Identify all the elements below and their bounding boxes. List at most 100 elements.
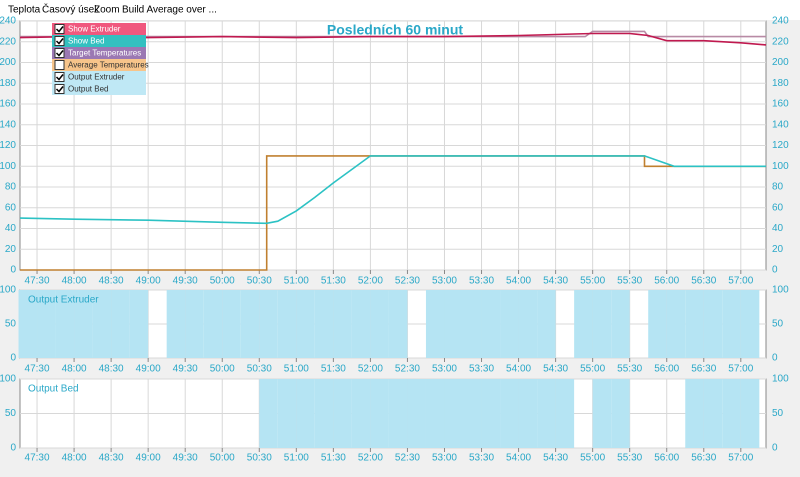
output-bar bbox=[537, 379, 556, 448]
x-tick-label: 55:00 bbox=[580, 364, 605, 375]
legend-item-bg bbox=[52, 35, 146, 47]
y-tick-label-right: 180 bbox=[772, 78, 789, 89]
x-tick-label: 53:00 bbox=[432, 364, 457, 375]
output-bar bbox=[481, 379, 501, 448]
checkmark bbox=[55, 86, 64, 93]
y-tick-label-right: 240 bbox=[772, 16, 789, 27]
y-tick-label-right: 0 bbox=[772, 265, 778, 276]
y-tick-label-right: 0 bbox=[772, 443, 778, 454]
output-bar bbox=[685, 379, 704, 448]
output-bar bbox=[74, 290, 93, 358]
series-line bbox=[19, 155, 766, 225]
output-bar bbox=[37, 290, 56, 358]
legend-checkbox[interactable] bbox=[54, 24, 65, 34]
output-bar bbox=[370, 290, 389, 358]
checkmark bbox=[55, 50, 64, 57]
x-tick-label: 53:30 bbox=[469, 453, 494, 464]
x-tick-label: 50:00 bbox=[210, 364, 235, 375]
x-tick-label: 55:00 bbox=[580, 276, 605, 287]
x-tick-label: 49:00 bbox=[136, 453, 161, 464]
x-tick-label: 49:00 bbox=[136, 276, 161, 287]
legend-label[interactable]: Show Extruder bbox=[68, 25, 121, 34]
output-bar bbox=[740, 379, 760, 448]
y-tick-label: 100 bbox=[0, 161, 16, 172]
x-tick-label: 52:00 bbox=[358, 276, 383, 287]
x-tick-label: 52:30 bbox=[395, 364, 420, 375]
legend-checkbox[interactable] bbox=[54, 36, 65, 46]
y-tick-label-right: 100 bbox=[772, 285, 789, 296]
output-bar bbox=[240, 290, 260, 358]
x-tick-label: 54:00 bbox=[506, 276, 531, 287]
y-tick-label: 50 bbox=[5, 408, 17, 419]
output-bar bbox=[314, 290, 334, 358]
output-bar bbox=[611, 290, 630, 358]
y-tick-label-right: 40 bbox=[772, 223, 784, 234]
y-tick-label-right: 50 bbox=[772, 319, 784, 330]
output-bar bbox=[500, 290, 519, 358]
y-tick-label-right: 0 bbox=[772, 353, 778, 364]
output-bar bbox=[463, 290, 482, 358]
y-tick-label: 0 bbox=[10, 443, 16, 454]
chart-title: Posledních 60 minut bbox=[327, 22, 463, 38]
legend-label[interactable]: Target Temperatures bbox=[68, 49, 141, 58]
y-tick-label-right: 120 bbox=[772, 140, 789, 151]
y-tick-label-right: 220 bbox=[772, 36, 789, 47]
legend-checkbox[interactable] bbox=[54, 48, 65, 58]
x-tick-label: 56:00 bbox=[654, 364, 679, 375]
output-bar bbox=[222, 290, 241, 358]
x-tick-label: 47:30 bbox=[25, 364, 50, 375]
x-tick-label: 57:00 bbox=[728, 364, 753, 375]
menu-item[interactable]: Build Average over ... bbox=[122, 5, 217, 16]
x-tick-label: 53:30 bbox=[469, 276, 494, 287]
legend-label[interactable]: Output Bed bbox=[68, 85, 108, 94]
x-tick-label: 51:30 bbox=[321, 453, 346, 464]
output-bar bbox=[55, 290, 75, 358]
y-tick-label: 240 bbox=[0, 16, 16, 27]
checkmark bbox=[55, 26, 64, 33]
chart-title: Output Extruder bbox=[28, 295, 99, 306]
y-tick-label-right: 50 bbox=[772, 408, 784, 419]
legend-label[interactable]: Average Temperatures bbox=[68, 61, 149, 70]
y-tick-label-right: 100 bbox=[772, 161, 789, 172]
output-bar bbox=[129, 290, 149, 358]
output-bar bbox=[518, 379, 538, 448]
output-bar bbox=[555, 379, 575, 448]
x-tick-label: 51:30 bbox=[321, 276, 346, 287]
x-tick-label: 54:00 bbox=[506, 364, 531, 375]
x-tick-label: 48:00 bbox=[62, 364, 87, 375]
output-bar bbox=[296, 290, 315, 358]
y-tick-label-right: 200 bbox=[772, 57, 789, 68]
x-tick-label: 52:30 bbox=[395, 453, 420, 464]
x-tick-label: 57:00 bbox=[728, 453, 753, 464]
output-bar bbox=[592, 379, 612, 448]
output-bar bbox=[333, 290, 352, 358]
x-tick-label: 51:00 bbox=[284, 276, 309, 287]
y-tick-label-right: 160 bbox=[772, 99, 789, 110]
output-bar bbox=[388, 379, 408, 448]
y-tick-label: 220 bbox=[0, 36, 16, 47]
menu-item[interactable]: Teplota bbox=[8, 5, 41, 16]
legend-checkbox[interactable] bbox=[54, 84, 65, 94]
output-bar bbox=[444, 379, 464, 448]
output-bar bbox=[666, 290, 686, 358]
x-tick-label: 50:00 bbox=[210, 453, 235, 464]
y-tick-label: 80 bbox=[5, 182, 17, 193]
output-bar bbox=[481, 290, 501, 358]
legend-checkbox[interactable] bbox=[54, 60, 65, 70]
legend-checkbox[interactable] bbox=[54, 72, 65, 82]
y-tick-label: 40 bbox=[5, 223, 17, 234]
output-bar bbox=[277, 379, 297, 448]
output-bar bbox=[740, 290, 760, 358]
x-tick-label: 50:30 bbox=[247, 276, 272, 287]
x-tick-label: 56:00 bbox=[654, 453, 679, 464]
y-tick-label-right: 20 bbox=[772, 244, 784, 255]
menu-item[interactable]: Zoom bbox=[94, 5, 120, 16]
menu-item[interactable]: Časový úsek bbox=[42, 3, 100, 16]
output-bar bbox=[425, 290, 445, 358]
legend-label[interactable]: Show Bed bbox=[68, 37, 104, 46]
output-bar bbox=[351, 290, 371, 358]
y-tick-label: 50 bbox=[5, 319, 17, 330]
y-tick-label: 0 bbox=[10, 353, 16, 364]
legend-label[interactable]: Output Extruder bbox=[68, 73, 125, 82]
series-line bbox=[19, 32, 767, 46]
